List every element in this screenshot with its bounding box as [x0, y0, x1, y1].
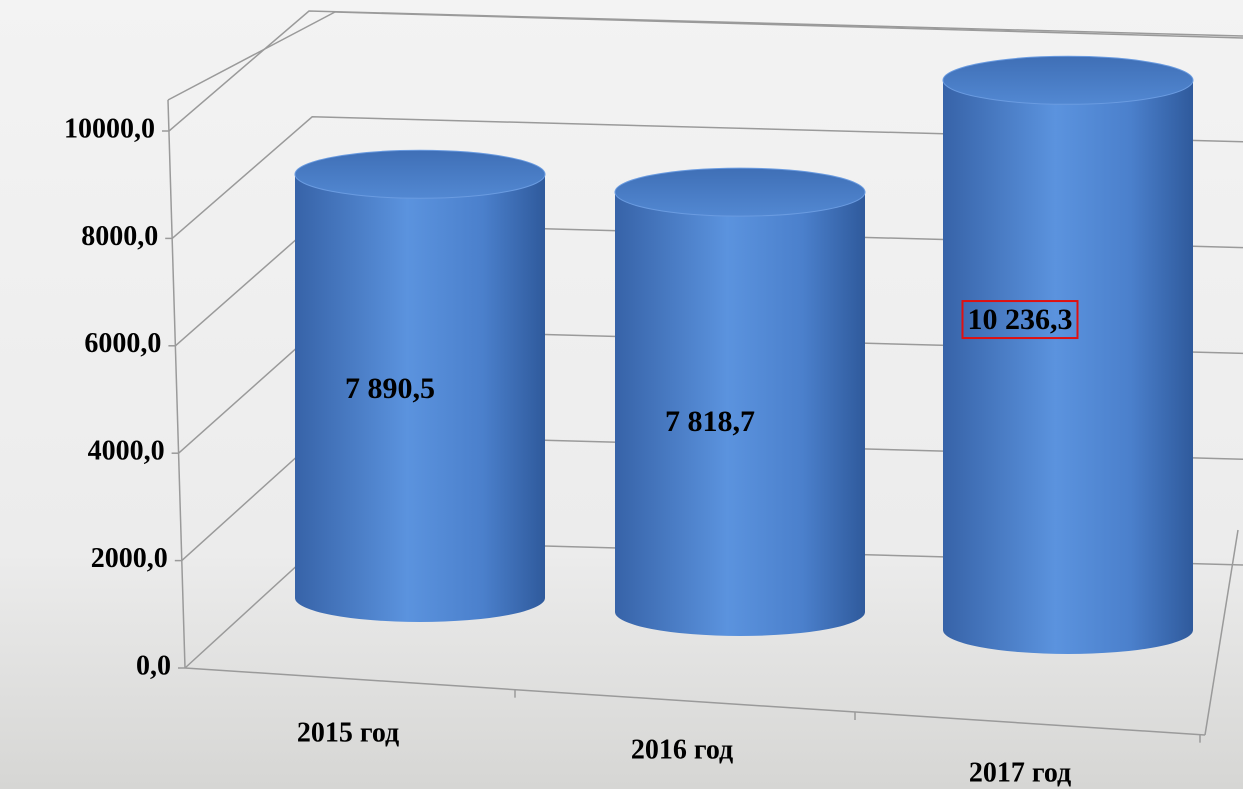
y-tick-label: 6000,0 — [84, 328, 161, 359]
x-tick-label: 2017 год — [969, 757, 1071, 788]
cylinder-top — [294, 149, 546, 199]
y-tick-label: 10000,0 — [64, 113, 155, 144]
y-tick-label: 8000,0 — [81, 221, 158, 252]
y-tick-label: 4000,0 — [88, 436, 165, 467]
cylinder-body — [295, 174, 545, 622]
x-tick-label: 2016 год — [631, 734, 733, 765]
side-top-edge — [167, 11, 336, 101]
grid-line — [171, 116, 1243, 239]
cylinder-body — [615, 192, 865, 636]
data-label: 10 236,3 — [968, 303, 1073, 336]
cylinder-body — [943, 80, 1193, 655]
data-label: 7 890,5 — [345, 372, 435, 405]
floor-front-edge — [184, 667, 1206, 736]
y-tick-label: 0,0 — [136, 650, 171, 681]
y-axis-line — [167, 99, 186, 669]
highlight-box — [961, 300, 1079, 340]
x-tick-label: 2015 год — [297, 717, 399, 748]
data-label: 7 818,7 — [665, 405, 755, 438]
cylinder-top — [614, 167, 866, 217]
y-tick-label: 2000,0 — [91, 543, 168, 574]
cylinder-top — [942, 55, 1194, 105]
grid-line — [168, 10, 1243, 132]
